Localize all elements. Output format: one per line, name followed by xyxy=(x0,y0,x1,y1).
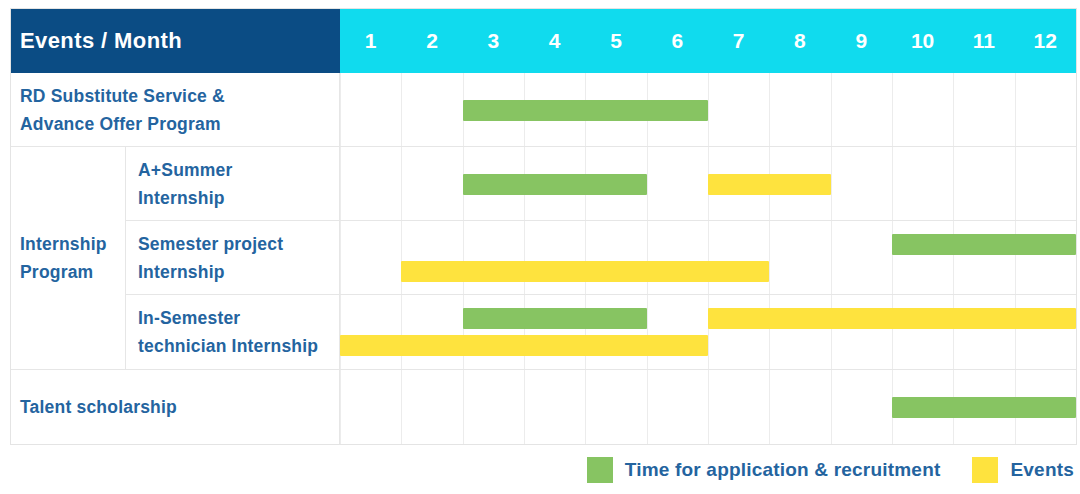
month-header-5: 5 xyxy=(585,9,646,73)
month-header-cells: 123456789101112 xyxy=(340,9,1076,73)
month-header-6: 6 xyxy=(647,9,708,73)
month-header-8: 8 xyxy=(769,9,830,73)
row-chart-area xyxy=(340,221,1076,294)
recruitment-bar xyxy=(892,397,1076,418)
month-header-11: 11 xyxy=(953,9,1014,73)
recruitment-bar xyxy=(892,234,1076,255)
row-chart-area xyxy=(340,147,1076,220)
row-label: Talent scholarship xyxy=(11,370,340,444)
row-label: Semester project Internship xyxy=(126,221,340,294)
event-bar xyxy=(708,308,1076,329)
row-label: In-Semester technician Internship xyxy=(126,295,340,369)
row-chart-area xyxy=(340,73,1076,146)
row-talent-scholarship: Talent scholarship xyxy=(11,370,1076,444)
event-bar xyxy=(708,174,831,195)
gantt-table: Events / Month 123456789101112 RD Substi… xyxy=(10,8,1077,445)
event-legend-swatch xyxy=(972,457,998,483)
month-header-4: 4 xyxy=(524,9,585,73)
row-in-semester-technician: In-Semester technician Internship xyxy=(126,295,1076,369)
recruitment-bar xyxy=(463,100,708,121)
month-header-1: 1 xyxy=(340,9,401,73)
corner-header-cell: Events / Month xyxy=(11,9,340,73)
event-legend-label: Events xyxy=(1010,459,1074,481)
gantt-schedule-page: Events / Month 123456789101112 RD Substi… xyxy=(0,0,1080,494)
row-label: A+Summer Internship xyxy=(126,147,340,220)
row-chart-area xyxy=(340,295,1076,369)
group-subrows: A+Summer Internship Semester project Int… xyxy=(126,147,1076,369)
month-header-7: 7 xyxy=(708,9,769,73)
event-bar xyxy=(340,335,708,356)
recruitment-bar xyxy=(463,308,647,329)
recruitment-legend-swatch xyxy=(587,457,613,483)
group-label: Internship Program xyxy=(11,147,126,369)
month-header-10: 10 xyxy=(892,9,953,73)
recruitment-legend-label: Time for application & recruitment xyxy=(625,459,941,481)
row-a-plus-summer: A+Summer Internship xyxy=(126,147,1076,221)
internship-program-group: Internship Program A+Summer Internship S… xyxy=(11,147,1076,370)
legend: Time for application & recruitment Event… xyxy=(587,452,1074,488)
row-rd-substitute: RD Substitute Service & Advance Offer Pr… xyxy=(11,73,1076,147)
row-label: RD Substitute Service & Advance Offer Pr… xyxy=(11,73,340,146)
row-chart-area xyxy=(340,370,1076,444)
row-semester-project: Semester project Internship xyxy=(126,221,1076,295)
event-bar xyxy=(401,261,769,282)
month-header-2: 2 xyxy=(401,9,462,73)
month-header-9: 9 xyxy=(831,9,892,73)
month-header-3: 3 xyxy=(463,9,524,73)
recruitment-bar xyxy=(463,174,647,195)
month-header-12: 12 xyxy=(1015,9,1076,73)
table-header-row: Events / Month 123456789101112 xyxy=(11,9,1076,73)
